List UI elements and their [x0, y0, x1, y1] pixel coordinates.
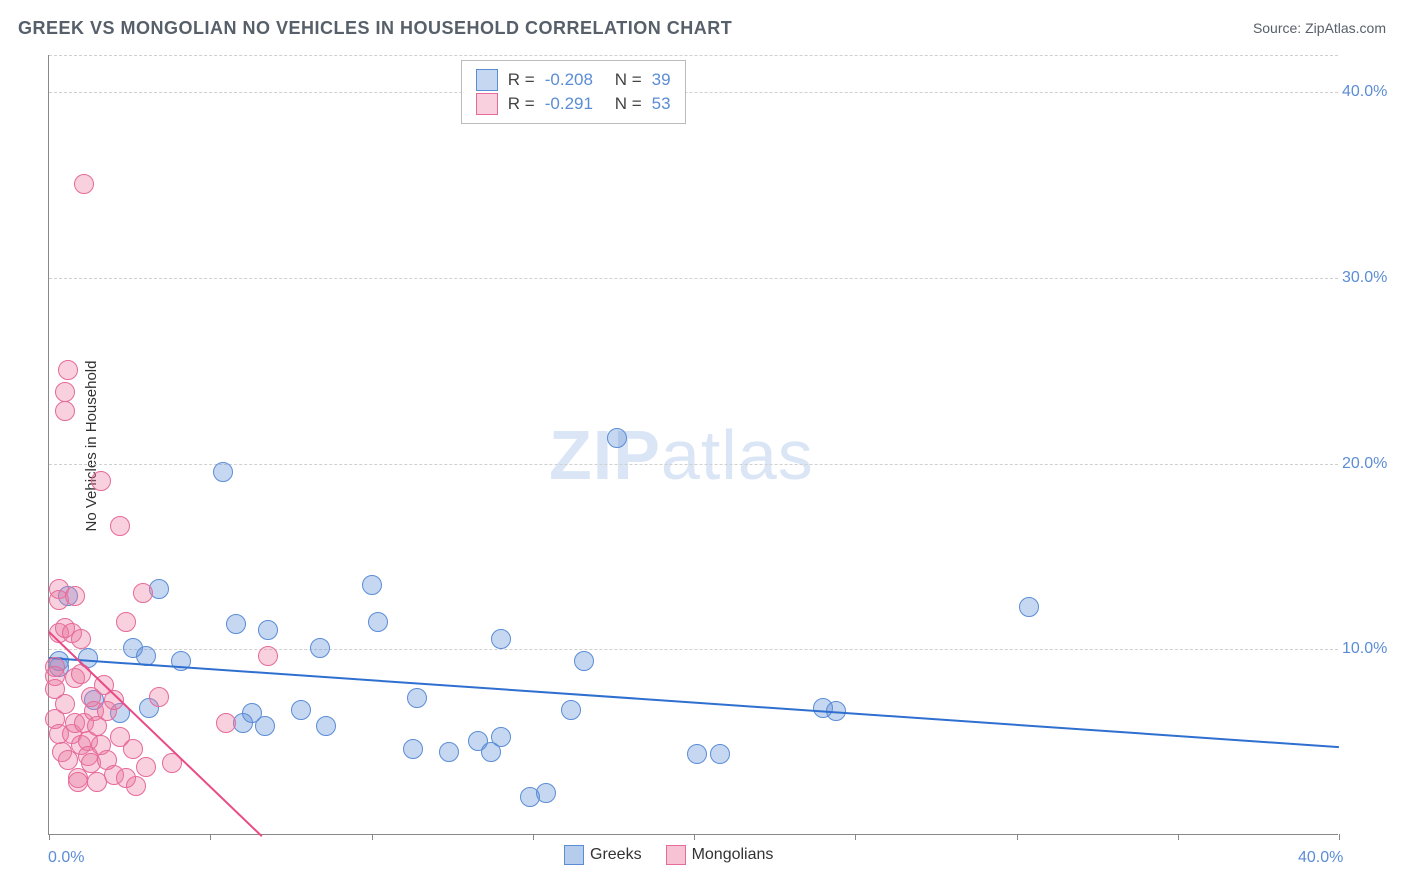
data-point: [536, 783, 556, 803]
watermark-light: atlas: [661, 416, 814, 494]
stat-n-value: 53: [652, 94, 671, 114]
data-point: [71, 629, 91, 649]
x-tick: [1017, 834, 1018, 840]
legend-swatch: [666, 845, 686, 865]
data-point: [491, 629, 511, 649]
data-point: [216, 713, 236, 733]
data-point: [258, 620, 278, 640]
data-point: [136, 757, 156, 777]
watermark-bold: ZIP: [549, 416, 661, 494]
data-point: [687, 744, 707, 764]
legend-swatch: [476, 69, 498, 91]
data-point: [213, 462, 233, 482]
source-label: Source:: [1253, 20, 1305, 36]
stat-r-value: -0.291: [545, 94, 605, 114]
gridline: [49, 464, 1338, 465]
data-point: [491, 727, 511, 747]
data-point: [316, 716, 336, 736]
stat-n-value: 39: [652, 70, 671, 90]
x-tick: [694, 834, 695, 840]
data-point: [291, 700, 311, 720]
data-point: [255, 716, 275, 736]
data-point: [91, 471, 111, 491]
stats-legend-row: R = -0.291 N = 53: [476, 93, 671, 115]
x-tick-label: 0.0%: [48, 849, 84, 867]
data-point: [123, 739, 143, 759]
x-tick: [855, 834, 856, 840]
data-point: [110, 516, 130, 536]
legend-item-mongolians: Mongolians: [666, 845, 774, 865]
stat-r-value: -0.208: [545, 70, 605, 90]
legend-swatch: [476, 93, 498, 115]
stat-n-label: N =: [615, 94, 642, 114]
stat-r-label: R =: [508, 94, 535, 114]
source-citation: Source: ZipAtlas.com: [1253, 20, 1386, 36]
legend-swatch: [564, 845, 584, 865]
legend-label: Mongolians: [692, 846, 774, 863]
x-tick-label: 40.0%: [1298, 849, 1343, 867]
data-point: [574, 651, 594, 671]
data-point: [55, 694, 75, 714]
data-point: [58, 360, 78, 380]
data-point: [407, 688, 427, 708]
data-point: [561, 700, 581, 720]
y-tick-label: 30.0%: [1342, 269, 1387, 287]
stat-r-label: R =: [508, 70, 535, 90]
x-tick: [533, 834, 534, 840]
legend-item-greeks: Greeks: [564, 845, 642, 865]
data-point: [149, 687, 169, 707]
data-point: [226, 614, 246, 634]
stats-legend: R = -0.208 N = 39 R = -0.291 N = 53: [461, 60, 686, 124]
x-tick: [49, 834, 50, 840]
y-tick-label: 40.0%: [1342, 83, 1387, 101]
data-point: [710, 744, 730, 764]
gridline: [49, 278, 1338, 279]
legend-label: Greeks: [590, 846, 642, 863]
stats-legend-row: R = -0.208 N = 39: [476, 69, 671, 91]
data-point: [55, 401, 75, 421]
data-point: [310, 638, 330, 658]
data-point: [368, 612, 388, 632]
chart-title: GREEK VS MONGOLIAN NO VEHICLES IN HOUSEH…: [18, 18, 732, 39]
y-tick-label: 20.0%: [1342, 455, 1387, 473]
data-point: [116, 612, 136, 632]
x-tick: [1178, 834, 1179, 840]
source-link[interactable]: ZipAtlas.com: [1305, 20, 1386, 36]
scatter-plot-area: ZIPatlas: [48, 55, 1338, 835]
data-point: [403, 739, 423, 759]
data-point: [362, 575, 382, 595]
x-tick: [1339, 834, 1340, 840]
x-tick: [210, 834, 211, 840]
y-tick-label: 10.0%: [1342, 640, 1387, 658]
series-legend: Greeks Mongolians: [564, 845, 773, 865]
x-tick: [372, 834, 373, 840]
data-point: [1019, 597, 1039, 617]
trend-line: [49, 657, 1339, 748]
data-point: [68, 772, 88, 792]
data-point: [65, 586, 85, 606]
watermark: ZIPatlas: [549, 415, 814, 495]
data-point: [126, 776, 146, 796]
data-point: [74, 174, 94, 194]
stat-n-label: N =: [615, 70, 642, 90]
data-point: [258, 646, 278, 666]
data-point: [55, 382, 75, 402]
data-point: [439, 742, 459, 762]
data-point: [133, 583, 153, 603]
gridline: [49, 92, 1338, 93]
gridline: [49, 55, 1338, 56]
data-point: [607, 428, 627, 448]
gridline: [49, 649, 1338, 650]
